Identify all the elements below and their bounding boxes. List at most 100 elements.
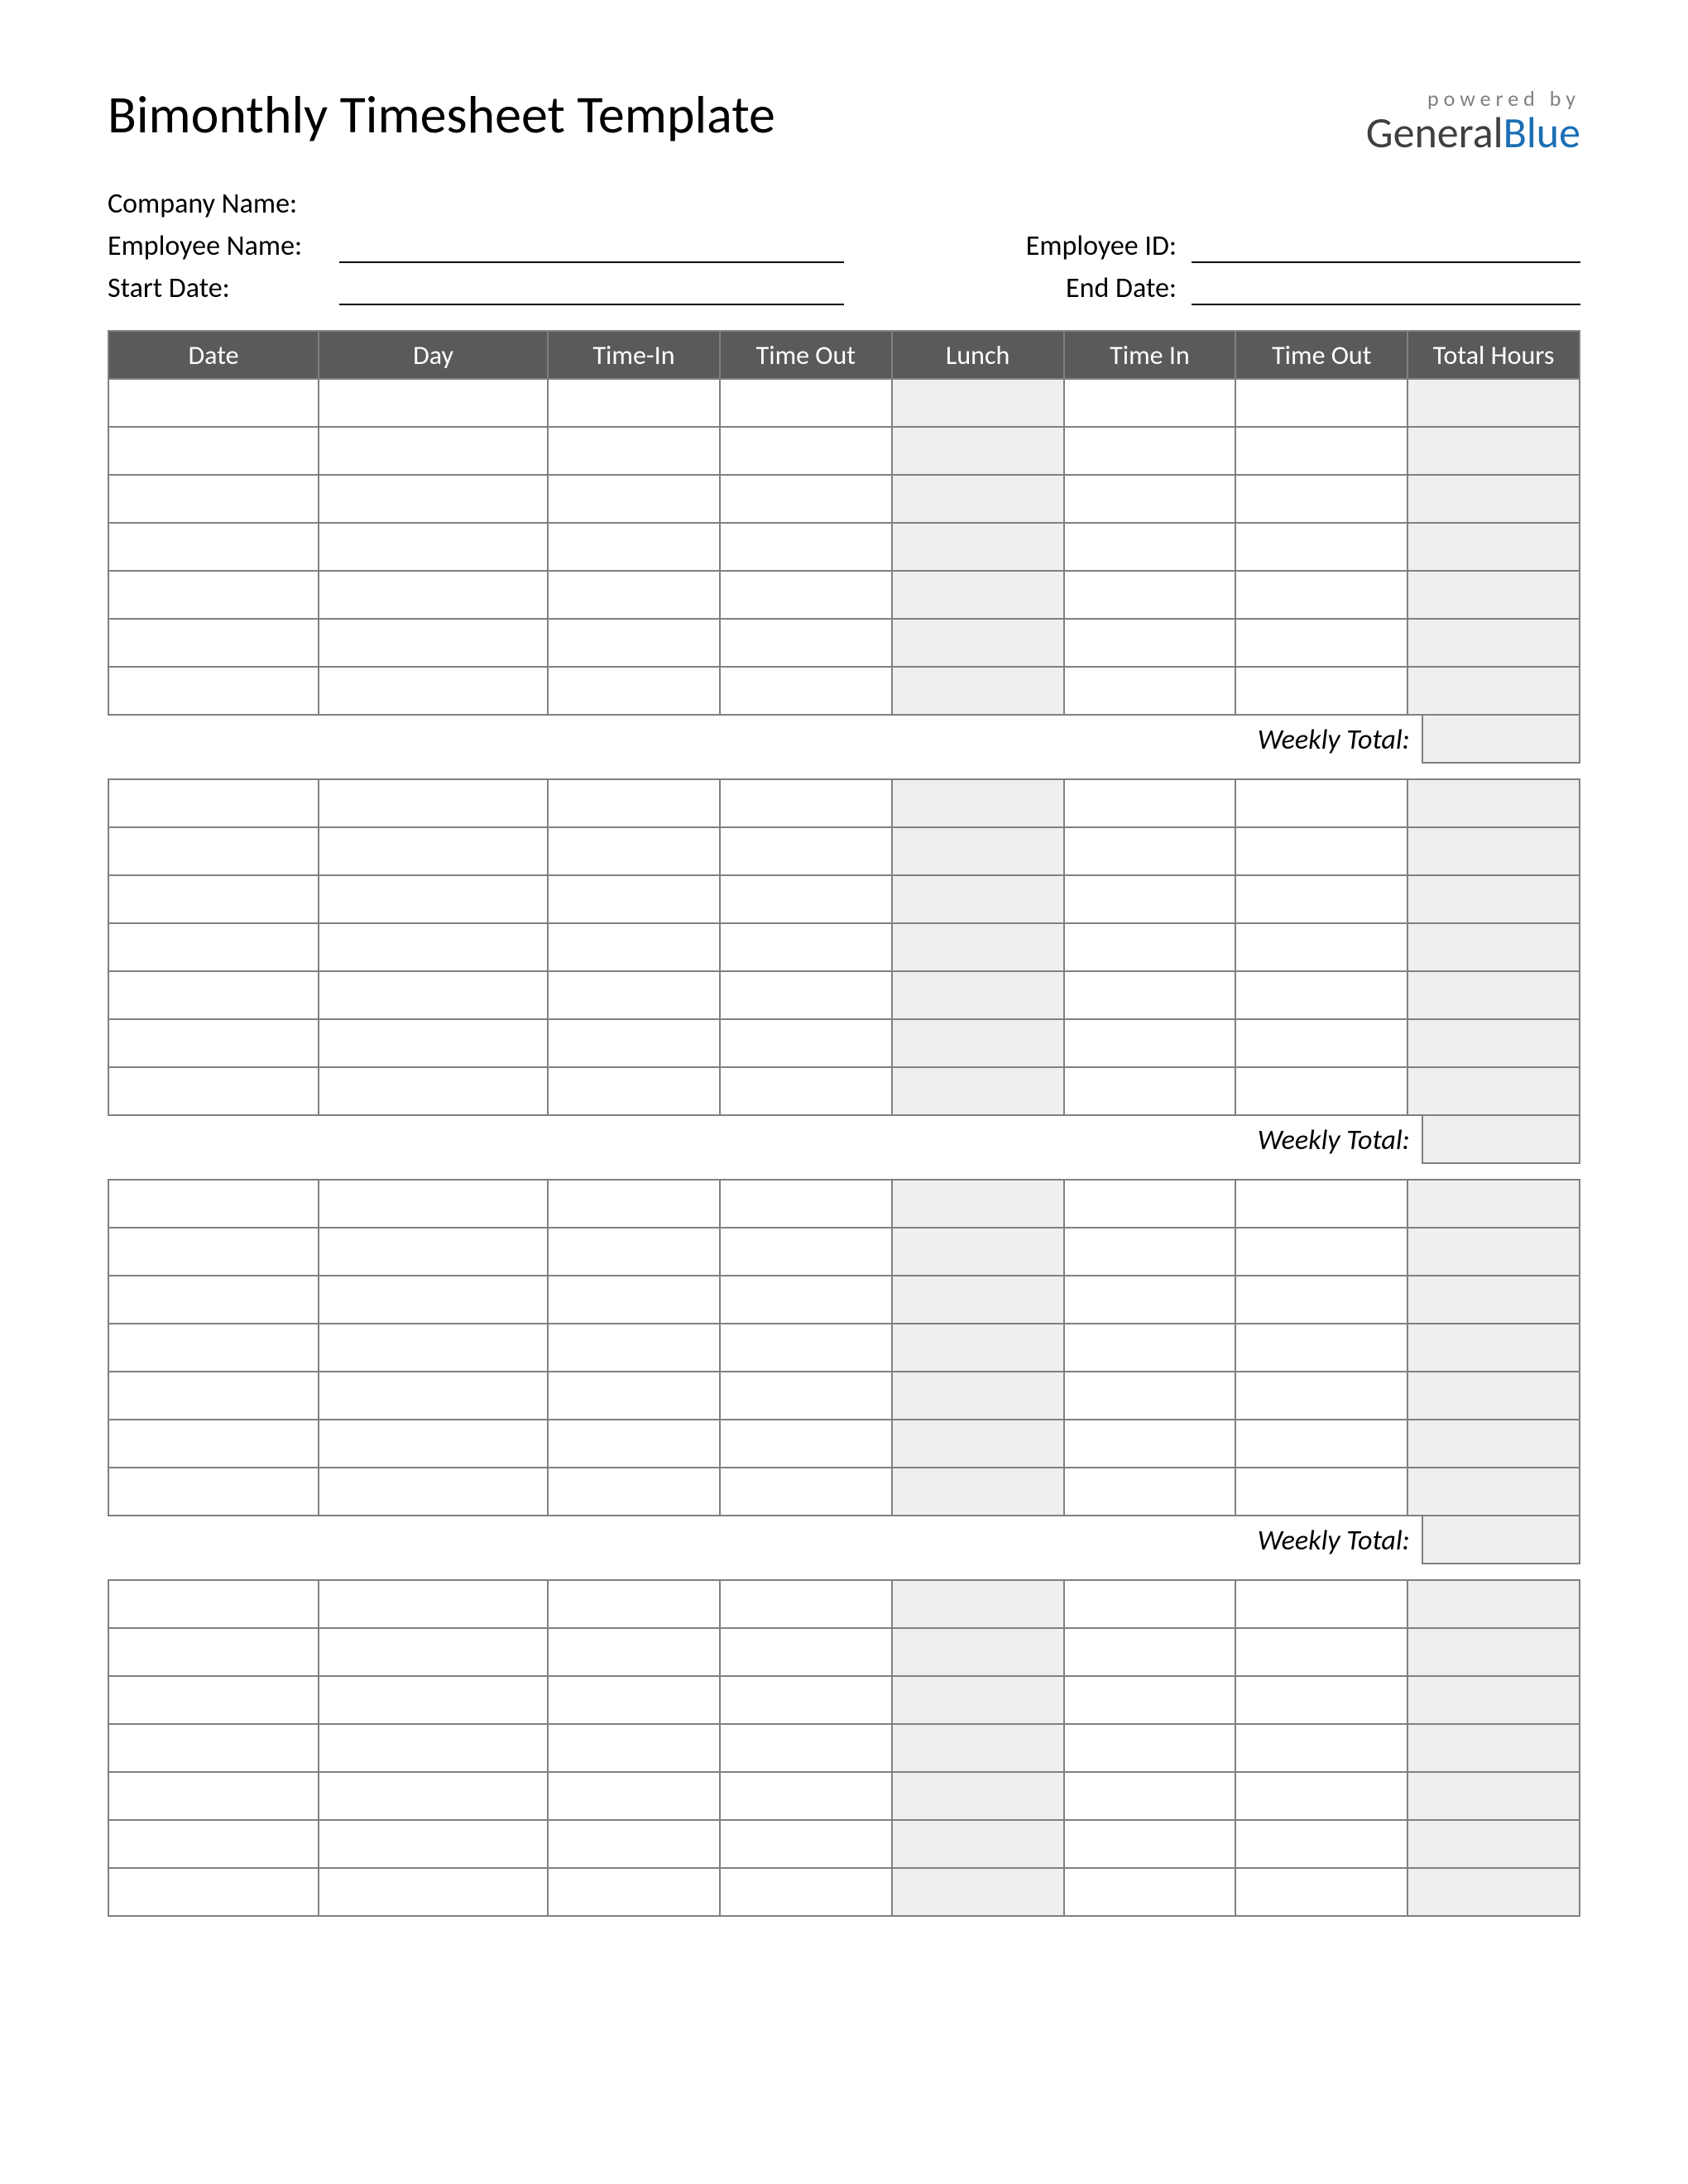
- table-cell[interactable]: [892, 1228, 1064, 1276]
- table-cell[interactable]: [892, 1772, 1064, 1820]
- table-cell[interactable]: [548, 827, 720, 875]
- table-cell[interactable]: [1235, 1067, 1407, 1115]
- table-cell[interactable]: [319, 779, 548, 827]
- table-cell[interactable]: [319, 1228, 548, 1276]
- table-cell[interactable]: [319, 475, 548, 523]
- table-cell[interactable]: [720, 779, 892, 827]
- table-cell[interactable]: [1407, 875, 1580, 923]
- table-cell[interactable]: [1064, 971, 1236, 1019]
- table-cell[interactable]: [1235, 827, 1407, 875]
- table-cell[interactable]: [720, 1019, 892, 1067]
- table-cell[interactable]: [548, 1180, 720, 1228]
- table-cell[interactable]: [548, 1628, 720, 1676]
- table-cell[interactable]: [720, 1180, 892, 1228]
- table-cell[interactable]: [108, 523, 319, 571]
- table-cell[interactable]: [1064, 619, 1236, 667]
- table-cell[interactable]: [892, 1276, 1064, 1324]
- table-cell[interactable]: [1064, 1067, 1236, 1115]
- table-cell[interactable]: [319, 571, 548, 619]
- table-cell[interactable]: [1407, 1019, 1580, 1067]
- table-cell[interactable]: [319, 1276, 548, 1324]
- table-cell[interactable]: [1064, 523, 1236, 571]
- table-cell[interactable]: [892, 667, 1064, 715]
- table-cell[interactable]: [319, 1772, 548, 1820]
- table-cell[interactable]: [319, 619, 548, 667]
- table-cell[interactable]: [1235, 619, 1407, 667]
- table-cell[interactable]: [548, 1420, 720, 1468]
- table-cell[interactable]: [319, 523, 548, 571]
- table-cell[interactable]: [892, 779, 1064, 827]
- table-cell[interactable]: [720, 1468, 892, 1516]
- table-cell[interactable]: [720, 1420, 892, 1468]
- table-cell[interactable]: [1407, 619, 1580, 667]
- table-cell[interactable]: [319, 827, 548, 875]
- table-cell[interactable]: [1407, 1628, 1580, 1676]
- table-cell[interactable]: [1064, 1820, 1236, 1868]
- employee-name-field[interactable]: [339, 232, 844, 263]
- table-cell[interactable]: [548, 619, 720, 667]
- table-cell[interactable]: [892, 1820, 1064, 1868]
- weekly-total-value[interactable]: [1422, 1116, 1580, 1164]
- table-cell[interactable]: [892, 1724, 1064, 1772]
- table-cell[interactable]: [892, 971, 1064, 1019]
- table-cell[interactable]: [108, 1228, 319, 1276]
- table-cell[interactable]: [1064, 1468, 1236, 1516]
- table-cell[interactable]: [108, 1628, 319, 1676]
- table-cell[interactable]: [319, 1868, 548, 1916]
- table-cell[interactable]: [1407, 971, 1580, 1019]
- table-cell[interactable]: [548, 1820, 720, 1868]
- table-cell[interactable]: [1235, 1324, 1407, 1372]
- table-cell[interactable]: [720, 875, 892, 923]
- table-cell[interactable]: [892, 1580, 1064, 1628]
- table-cell[interactable]: [108, 1420, 319, 1468]
- table-cell[interactable]: [1407, 827, 1580, 875]
- table-cell[interactable]: [1407, 1468, 1580, 1516]
- table-cell[interactable]: [1064, 1628, 1236, 1676]
- table-cell[interactable]: [1407, 923, 1580, 971]
- table-cell[interactable]: [319, 1676, 548, 1724]
- table-cell[interactable]: [720, 1228, 892, 1276]
- table-cell[interactable]: [319, 427, 548, 475]
- table-cell[interactable]: [1064, 1324, 1236, 1372]
- table-cell[interactable]: [319, 1420, 548, 1468]
- table-cell[interactable]: [548, 1772, 720, 1820]
- table-cell[interactable]: [1064, 1180, 1236, 1228]
- table-cell[interactable]: [108, 571, 319, 619]
- table-cell[interactable]: [892, 523, 1064, 571]
- table-cell[interactable]: [548, 571, 720, 619]
- table-cell[interactable]: [548, 427, 720, 475]
- table-cell[interactable]: [1064, 779, 1236, 827]
- table-cell[interactable]: [1235, 523, 1407, 571]
- table-cell[interactable]: [1235, 923, 1407, 971]
- table-cell[interactable]: [1064, 1724, 1236, 1772]
- table-cell[interactable]: [1064, 875, 1236, 923]
- table-cell[interactable]: [1407, 1724, 1580, 1772]
- table-cell[interactable]: [1407, 1676, 1580, 1724]
- table-cell[interactable]: [319, 379, 548, 427]
- table-cell[interactable]: [1407, 427, 1580, 475]
- table-cell[interactable]: [720, 475, 892, 523]
- table-cell[interactable]: [548, 923, 720, 971]
- table-cell[interactable]: [720, 1628, 892, 1676]
- table-cell[interactable]: [1235, 875, 1407, 923]
- table-cell[interactable]: [720, 667, 892, 715]
- table-cell[interactable]: [720, 1724, 892, 1772]
- table-cell[interactable]: [548, 1724, 720, 1772]
- table-cell[interactable]: [548, 779, 720, 827]
- table-cell[interactable]: [319, 667, 548, 715]
- table-cell[interactable]: [892, 1180, 1064, 1228]
- table-cell[interactable]: [1064, 475, 1236, 523]
- table-cell[interactable]: [319, 971, 548, 1019]
- table-cell[interactable]: [319, 1372, 548, 1420]
- employee-id-field[interactable]: [1192, 232, 1580, 263]
- table-cell[interactable]: [892, 1628, 1064, 1676]
- table-cell[interactable]: [720, 1324, 892, 1372]
- table-cell[interactable]: [720, 1820, 892, 1868]
- table-cell[interactable]: [1235, 1228, 1407, 1276]
- table-cell[interactable]: [720, 379, 892, 427]
- table-cell[interactable]: [108, 1019, 319, 1067]
- table-cell[interactable]: [892, 1420, 1064, 1468]
- table-cell[interactable]: [1235, 1372, 1407, 1420]
- table-cell[interactable]: [108, 779, 319, 827]
- table-cell[interactable]: [1407, 1228, 1580, 1276]
